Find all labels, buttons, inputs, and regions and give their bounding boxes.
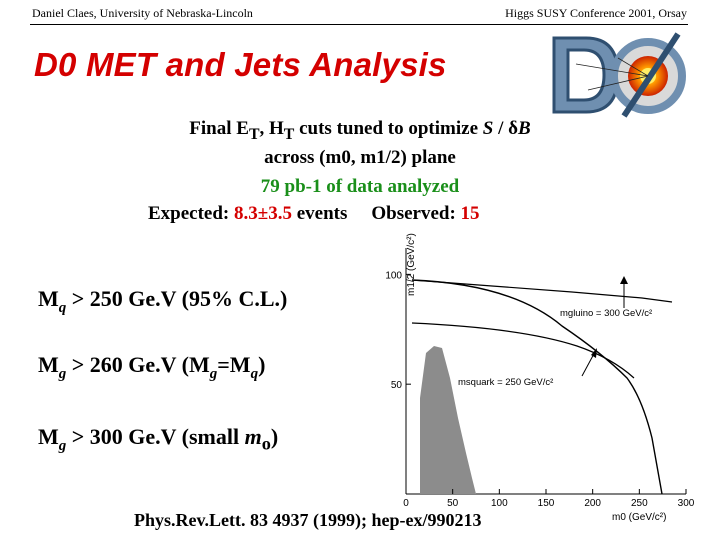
squark-label: msquark = 250 GeV/c² <box>458 377 553 388</box>
exclusion-contour <box>411 279 663 495</box>
observed-value: 15 <box>460 203 480 224</box>
y-tick-label: 50 <box>391 380 403 391</box>
header-author: Daniel Claes, University of Nebraska-Lin… <box>32 6 253 20</box>
x-axis-label: m0 (GeV/c²) <box>612 512 666 523</box>
gluino-label: mgluino = 300 GeV/c² <box>560 308 652 319</box>
slide-title: D0 MET and Jets Analysis <box>34 46 447 83</box>
x-tick-label: 300 <box>678 498 695 509</box>
squark-contour <box>411 322 635 379</box>
header-divider <box>30 24 688 25</box>
gluino-contour <box>411 279 673 303</box>
expected-value: 8.3±3.5 <box>234 203 292 224</box>
exclusion-plot: m1/2 (GeV/c²) m0 (GeV/c²) mgluino = 300 … <box>385 233 694 523</box>
axis-ticks: 0 50 100 150 200 250 300 50 100 <box>385 270 694 509</box>
x-tick-label: 200 <box>584 498 601 509</box>
excluded-region <box>420 346 476 494</box>
y-axis-label: m1/2 (GeV/c²) <box>406 233 417 296</box>
x-tick-label: 150 <box>538 498 555 509</box>
limit-gluino-small-m0: Mg > 300 Ge.V (small mo) <box>38 424 279 454</box>
limit-squark: Mq > 250 Ge.V (95% C.L.) <box>38 286 288 316</box>
x-tick-label: 0 <box>403 498 409 509</box>
y-tick-label: 100 <box>385 270 402 281</box>
intro-line-events: Expected: 8.3±3.5 events Observed: 15 <box>148 203 480 224</box>
intro-line-data: 79 pb-1 of data analyzed <box>260 176 460 197</box>
limit-gluino-equal: Mg > 260 Ge.V (Mg=Mq) <box>38 352 266 382</box>
d0-logo-icon <box>552 32 686 118</box>
intro-line-plane: across (m0, m1/2) plane <box>264 147 456 168</box>
reference-citation: Phys.Rev.Lett. 83 4937 (1999); hep-ex/99… <box>134 510 482 530</box>
x-tick-label: 50 <box>447 498 459 509</box>
intro-line-cuts: Final ET, HT cuts tuned to optimize S / … <box>189 118 531 143</box>
header-conference: Higgs SUSY Conference 2001, Orsay <box>505 6 687 20</box>
x-tick-label: 250 <box>631 498 648 509</box>
x-tick-label: 100 <box>491 498 508 509</box>
